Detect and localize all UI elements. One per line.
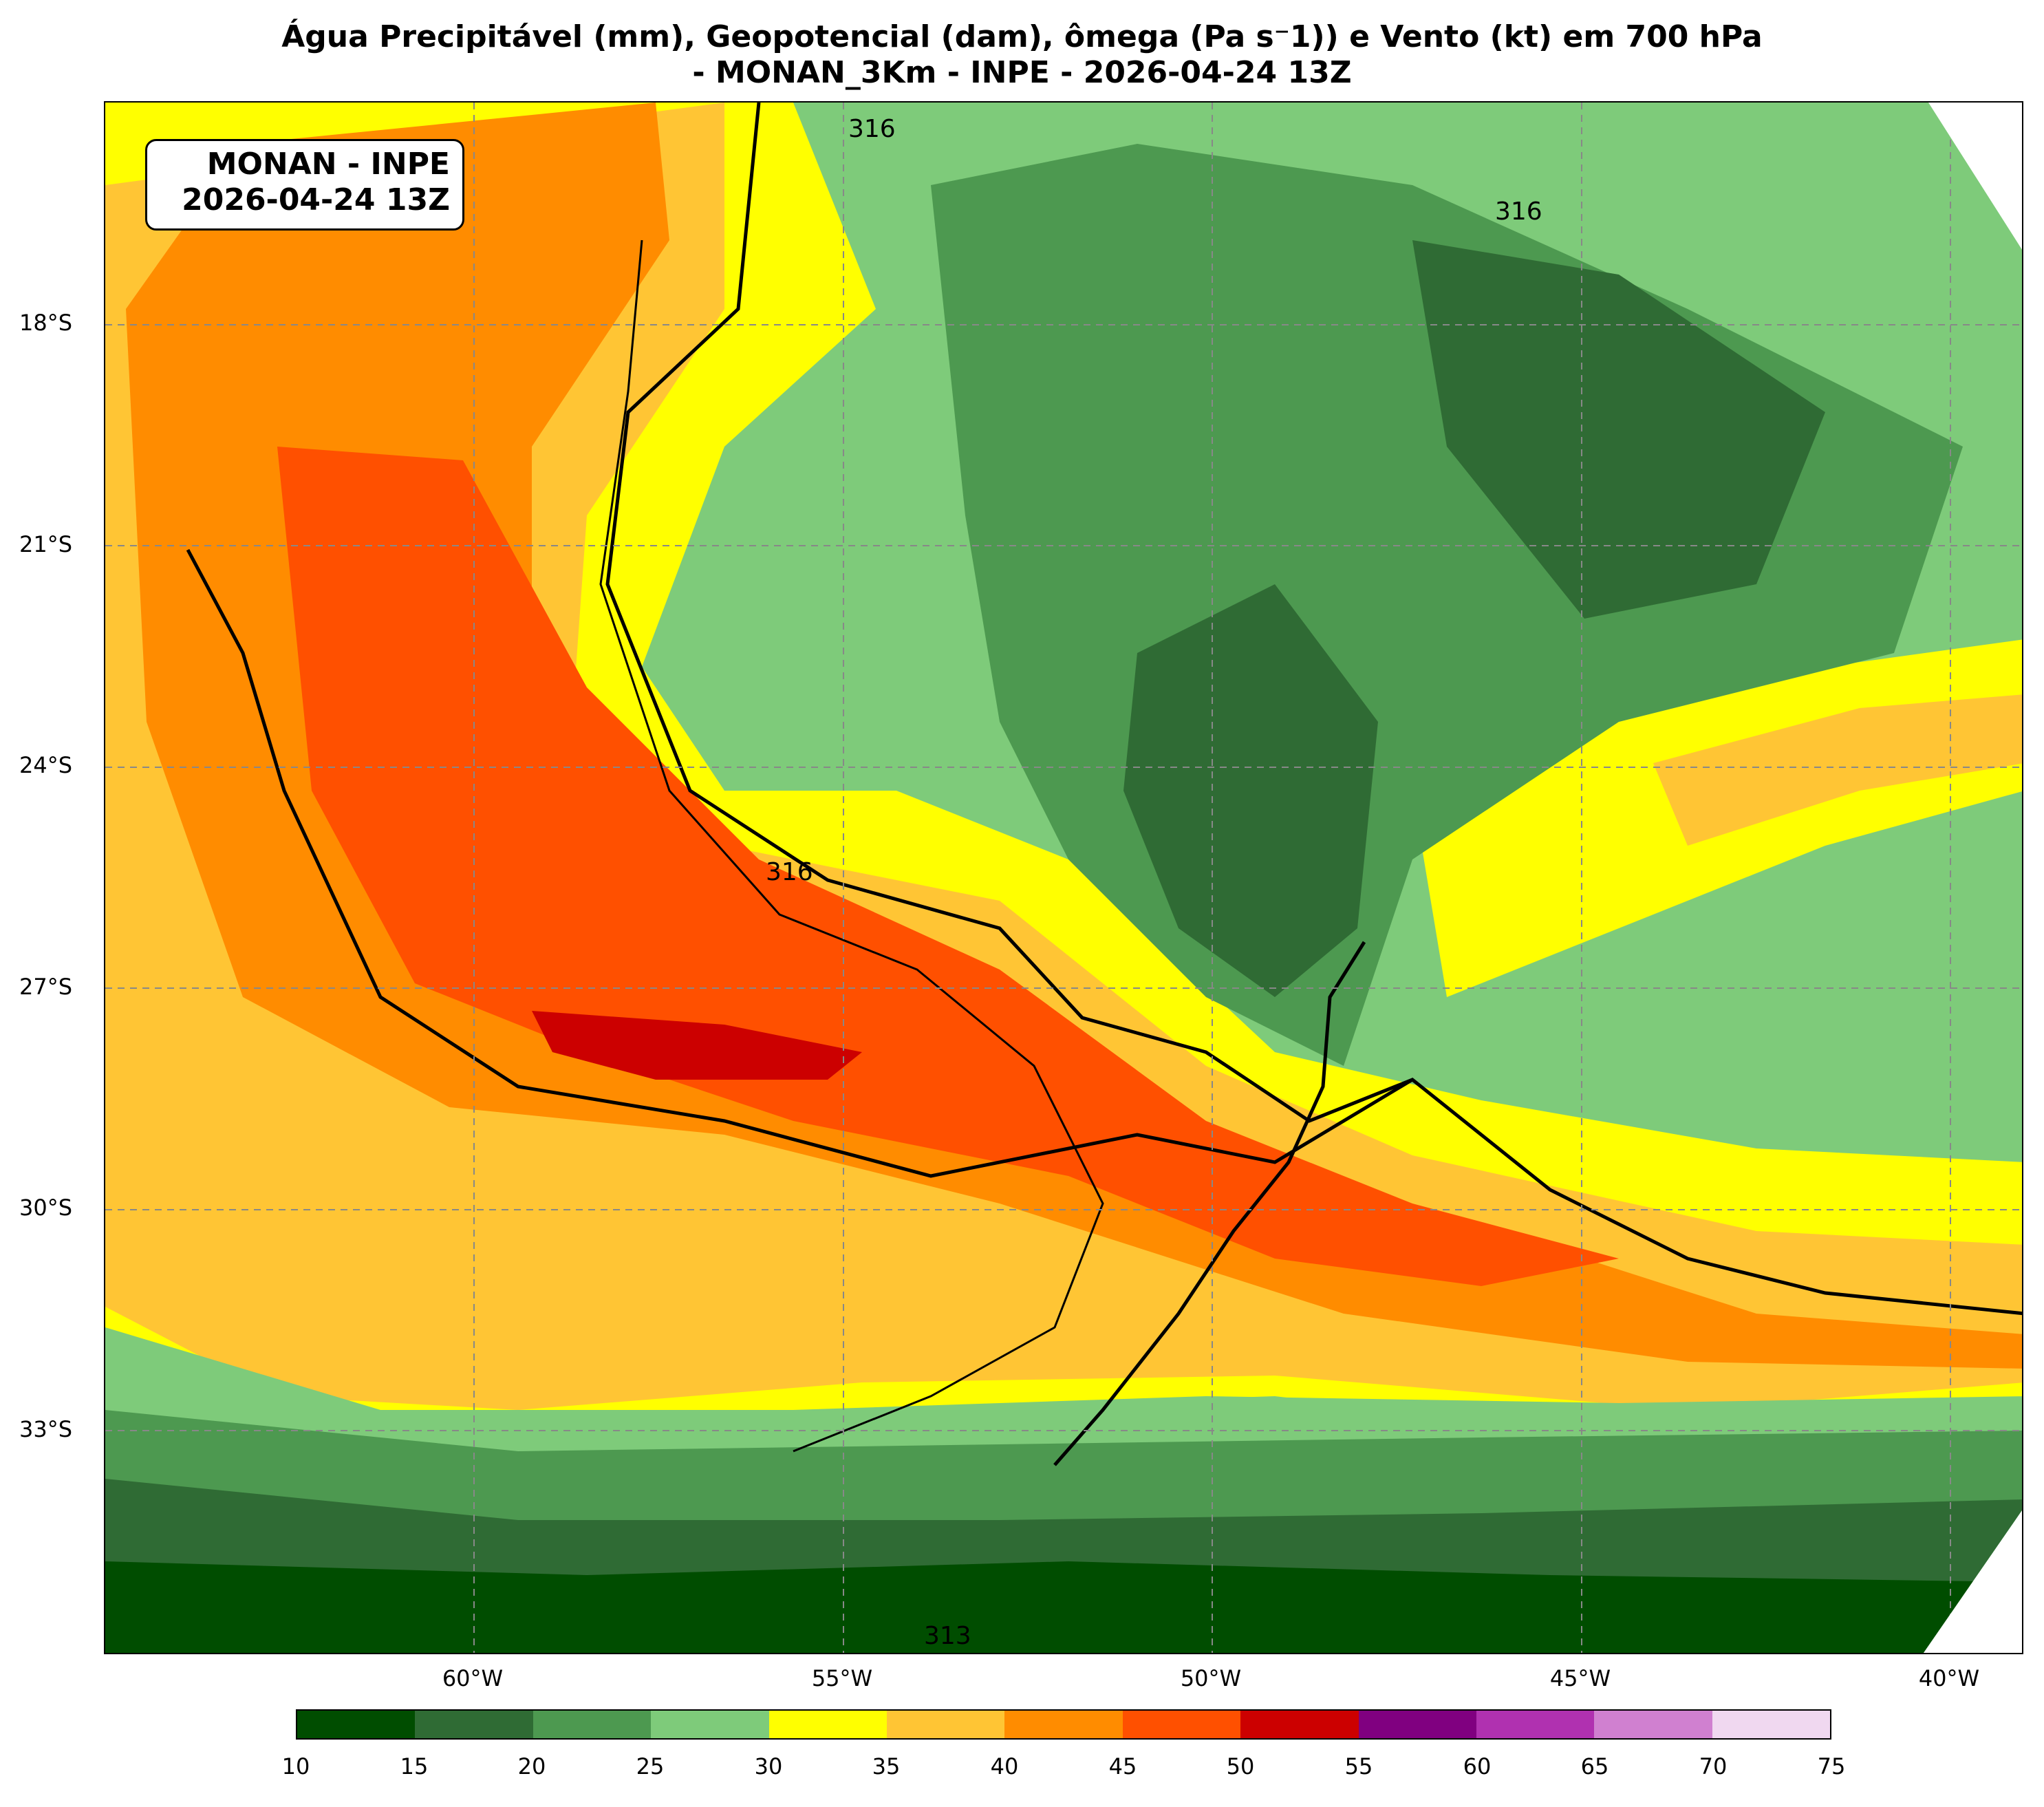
colorbar-tick-label: 20 (517, 1753, 546, 1779)
map-canvas: 316 316 316 313 (105, 103, 2022, 1653)
colorbar-tick-label: 10 (281, 1753, 310, 1779)
colorbar-segment (1712, 1711, 1831, 1738)
chart-title: Água Precipitável (mm), Geopotencial (da… (0, 19, 2044, 91)
lat-label: 21°S (19, 531, 73, 557)
lon-label: 55°W (811, 1665, 873, 1691)
colorbar-tick-label: 15 (400, 1753, 429, 1779)
field-interior-darkgreen (1123, 240, 1825, 997)
contour-label: 316 (766, 858, 813, 886)
colorbar-tick-label: 55 (1344, 1753, 1373, 1779)
colorbar-tick-label: 45 (1108, 1753, 1137, 1779)
geopotential-contour-north (605, 103, 1413, 1123)
contour-label: 316 (848, 115, 896, 143)
lat-label: 30°S (19, 1195, 73, 1221)
colorbar (296, 1709, 1831, 1740)
colorbar-tick-label: 65 (1580, 1753, 1609, 1779)
colorbar-tick-label: 35 (872, 1753, 901, 1779)
model-label-box: MONAN - INPE 2026-04-24 13Z (145, 139, 464, 231)
lat-label: 24°S (19, 752, 73, 778)
colorbar-tick-label: 50 (1226, 1753, 1255, 1779)
colorbar-segment (651, 1711, 769, 1738)
colorbar-segment (297, 1711, 416, 1738)
contour-label: 313 (924, 1622, 971, 1650)
colorbar-segment (1476, 1711, 1595, 1738)
lat-label: 27°S (19, 974, 73, 1000)
geopotential-contour (186, 548, 2022, 1316)
country-border (599, 239, 1104, 1453)
lon-label: 40°W (1918, 1665, 1980, 1691)
model-label-line-2: 2026-04-24 13Z (182, 182, 450, 217)
model-label-line-1: MONAN - INPE (206, 147, 450, 182)
colorbar-segment (1004, 1711, 1123, 1738)
colorbar-tick-label: 30 (754, 1753, 783, 1779)
colorbar-segment (532, 1711, 652, 1738)
colorbar-tick-label: 40 (990, 1753, 1019, 1779)
colorbar-segment (1594, 1711, 1712, 1738)
lon-label: 60°W (442, 1665, 504, 1691)
contour-label: 316 (1495, 197, 1542, 226)
colorbar-segment (768, 1711, 887, 1738)
colorbar-segment (1240, 1711, 1359, 1738)
colorbar-segment (886, 1711, 1005, 1738)
colorbar-segment (1358, 1711, 1476, 1738)
field-east-gold (1653, 694, 2022, 846)
lat-label: 33°S (19, 1416, 73, 1442)
lat-label: 18°S (19, 310, 73, 336)
graticule (105, 103, 2022, 1653)
title-line-2: - MONAN_3Km - INPE - 2026-04-24 13Z (692, 55, 1352, 90)
field-west-red (277, 447, 1619, 1286)
field-west-darkred (532, 1011, 862, 1080)
colorbar-tick-label: 75 (1817, 1753, 1846, 1779)
lon-label: 45°W (1549, 1665, 1611, 1691)
lon-label: 50°W (1180, 1665, 1242, 1691)
coastline (1053, 941, 1366, 1466)
colorbar-segment (1122, 1711, 1241, 1738)
colorbar-tick-label: 70 (1699, 1753, 1728, 1779)
colorbar-segment (415, 1711, 533, 1738)
colorbar-tick-label: 25 (636, 1753, 665, 1779)
map-panel: 316 316 316 313 (104, 101, 2023, 1654)
colorbar-tick-label: 60 (1463, 1753, 1492, 1779)
title-line-1: Água Precipitável (mm), Geopotencial (da… (281, 19, 1763, 54)
field-south-deepgreen (105, 1561, 2022, 1653)
